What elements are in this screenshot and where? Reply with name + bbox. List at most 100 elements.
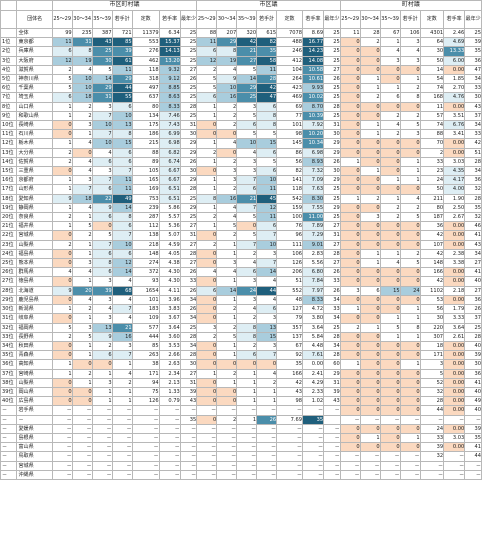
value-cell: 1 — [399, 359, 421, 370]
value-cell: 2 — [51, 147, 73, 158]
value-cell: 5.56 — [301, 258, 325, 269]
value-cell: 1 — [71, 276, 93, 287]
value-cell: 7 — [111, 350, 133, 361]
value-cell: 28 — [179, 248, 198, 260]
value-cell: 206 — [276, 267, 303, 278]
value-cell: 171 — [419, 350, 445, 361]
value-cell: 0 — [379, 166, 401, 177]
value-cell: 8 — [236, 331, 258, 342]
value-cell: 39 — [323, 386, 341, 398]
value-cell: 615 — [256, 27, 278, 39]
value-cell: 0 — [359, 46, 381, 57]
value-cell: 0 — [379, 230, 401, 241]
rank-cell: 33位 — [0, 331, 18, 342]
value-cell: 1 — [379, 83, 401, 94]
value-cell: 0 — [339, 184, 361, 195]
value-cell: 25 — [323, 46, 341, 57]
value-cell: 0 — [359, 442, 381, 453]
rank-cell: 8位 — [0, 101, 18, 112]
value-cell: 0 — [359, 64, 381, 76]
table-row: 15位 三重県 0 4 3 7 105 6.67 30 0 3 3 6 82 7.32 30 0 1 0 1 23 4.3… — [0, 166, 482, 177]
value-cell: 33 — [464, 129, 482, 140]
value-cell: 4 — [71, 202, 93, 214]
value-cell: 0 — [379, 147, 401, 158]
value-cell: 0.00 — [443, 386, 466, 398]
value-cell: 70 — [419, 138, 445, 149]
value-cell: 8.70 — [301, 101, 325, 112]
value-cell: 3 — [236, 101, 258, 112]
value-cell: 27 — [179, 239, 198, 250]
value-cell: 2 — [359, 92, 381, 103]
value-cell: 0 — [196, 230, 218, 241]
value-cell: 2.34 — [158, 368, 181, 379]
value-cell: 1.85 — [443, 74, 466, 85]
value-cell: 25 — [91, 46, 113, 57]
rank-cell: － — [0, 460, 18, 471]
value-cell: － — [196, 442, 218, 453]
value-cell: 3 — [71, 322, 93, 333]
value-cell: 1 — [236, 377, 258, 388]
value-cell: 1 — [399, 175, 421, 186]
value-cell: 39 — [179, 386, 198, 398]
value-cell: 1 — [399, 432, 421, 444]
value-cell: 25 — [323, 37, 341, 48]
rank-cell: 19位 — [0, 202, 18, 214]
group-header: 市区議 — [196, 0, 341, 11]
value-cell: 5 — [399, 258, 421, 269]
value-cell: 3 — [91, 166, 113, 177]
value-cell: 3.53 — [158, 340, 181, 352]
value-cell: 0 — [379, 184, 401, 195]
value-cell: － — [256, 432, 278, 444]
value-cell: － — [111, 405, 133, 416]
value-cell: 1 — [379, 193, 401, 204]
value-cell: 276 — [131, 46, 160, 57]
value-cell: 49 — [464, 396, 482, 407]
value-cell: 7 — [256, 258, 278, 269]
value-cell: 1.90 — [443, 193, 466, 204]
value-cell: 7.97 — [301, 285, 325, 296]
value-cell: 0 — [339, 377, 361, 388]
rank-cell: 2位 — [0, 46, 18, 57]
value-cell: 7.63 — [301, 184, 325, 195]
value-cell: 0 — [379, 239, 401, 250]
value-cell: 41 — [464, 442, 482, 453]
value-cell: 3 — [91, 313, 113, 324]
value-cell: 42 — [419, 230, 445, 241]
value-cell: 5 — [419, 368, 445, 379]
value-cell: 33 — [323, 304, 341, 315]
value-cell: 29 — [323, 202, 341, 214]
value-cell: 0 — [399, 396, 421, 407]
value-cell: 33 — [179, 276, 198, 287]
value-cell: － — [158, 469, 181, 480]
value-cell: 29 — [179, 147, 198, 158]
value-cell: 1 — [339, 304, 361, 315]
value-cell: 4 — [236, 147, 258, 158]
value-cell: 74 — [419, 83, 445, 94]
value-cell: 7 — [236, 202, 258, 214]
value-cell: － — [256, 460, 278, 471]
value-cell: 6 — [196, 285, 218, 296]
value-cell: 25 — [323, 212, 341, 223]
prefecture-cell: 山形県 — [16, 184, 53, 195]
value-cell: 0 — [399, 230, 421, 241]
value-cell: 13 — [111, 120, 133, 131]
value-cell: 14.08 — [301, 55, 325, 66]
value-cell: 31 — [323, 377, 341, 388]
value-cell: 169 — [131, 184, 160, 195]
value-cell: 1 — [236, 368, 258, 379]
value-cell: 35 — [464, 432, 482, 444]
prefecture-cell: 島根県 — [16, 432, 53, 444]
value-cell: － — [276, 451, 303, 462]
prefecture-cell: 三重県 — [16, 166, 53, 177]
value-cell: 28 — [323, 248, 341, 260]
value-cell: 0 — [196, 386, 218, 398]
value-cell: 637 — [131, 92, 160, 103]
value-cell: 28 — [256, 74, 278, 85]
value-cell: 4 — [71, 64, 93, 76]
column-header: 最年少 — [464, 10, 482, 29]
value-cell: 0 — [196, 359, 218, 370]
value-cell: 0 — [196, 129, 218, 140]
value-cell: 5 — [379, 322, 401, 333]
value-cell: 215 — [131, 138, 160, 149]
value-cell: 60 — [323, 359, 341, 370]
